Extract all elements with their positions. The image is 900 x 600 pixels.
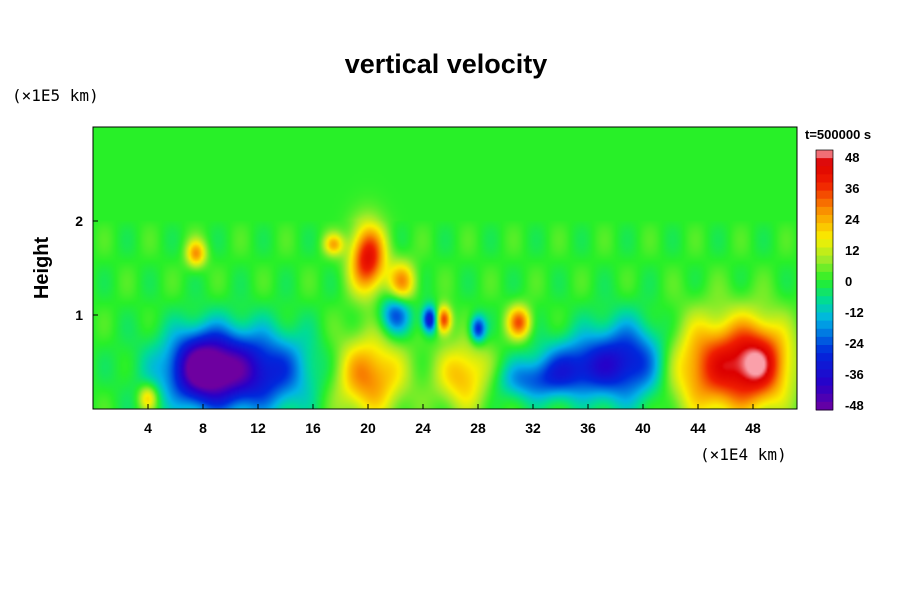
heatmap-image: [93, 127, 797, 409]
time-label: t=500000 s: [805, 127, 871, 142]
plot-frame: [92, 126, 798, 410]
y-tick-label: 2: [75, 213, 83, 229]
x-tick-label: 48: [745, 420, 761, 436]
colorbar-band: [816, 271, 833, 281]
chart-title: vertical velocity: [345, 49, 548, 79]
colorbar-band: [816, 336, 833, 346]
colorbar-band: [816, 215, 833, 224]
x-tick-label: 4: [144, 420, 152, 436]
colorbar-band: [816, 353, 833, 362]
colorbar-band: [816, 190, 833, 200]
x-tick-label: 32: [525, 420, 541, 436]
x-tick-label: 16: [305, 420, 321, 436]
colorbar-label: 0: [845, 274, 852, 289]
colorbar-band: [816, 320, 833, 330]
colorbar-band: [816, 239, 833, 248]
colorbar-band: [816, 263, 833, 273]
x-tick-label: 44: [690, 420, 706, 436]
y-axis-ticks: 12: [75, 213, 98, 323]
colorbar-band: [816, 247, 833, 257]
colorbar-label: 24: [845, 212, 860, 227]
colorbar-label: 12: [845, 243, 859, 258]
colorbar-band: [816, 166, 833, 175]
x-tick-label: 8: [199, 420, 207, 436]
colorbar-frame: [815, 149, 834, 411]
plot-area: [92, 126, 798, 410]
x-tick-label: 12: [250, 420, 266, 436]
colorbar-band: [816, 377, 833, 387]
colorbar-label: 48: [845, 150, 859, 165]
colorbar-label: -48: [845, 398, 864, 413]
x-tick-label: 24: [415, 420, 431, 436]
x-tick-label: 40: [635, 420, 651, 436]
x-axis-unit: (×1E4 km): [700, 445, 787, 464]
x-tick-label: 36: [580, 420, 596, 436]
colorbar-band: [816, 223, 833, 232]
x-tick-label: 20: [360, 420, 376, 436]
colorbar-band: [816, 174, 833, 183]
colorbar-band: [816, 328, 833, 338]
colorbar-band: [816, 312, 833, 322]
colorbar-band: [816, 158, 833, 167]
colorbar-label: -12: [845, 305, 864, 320]
colorbar-band: [816, 401, 833, 411]
colorbar-band: [816, 206, 833, 216]
colorbar-band: [816, 361, 833, 370]
x-axis-ticks: 4 8 12 16 20 24 28 32 36 40 44 48: [144, 404, 761, 436]
colorbar-band: [816, 231, 833, 240]
colorbar: 48 36 24 12 0 -12 -24 -36 -48: [815, 149, 865, 413]
colorbar-label: -24: [845, 336, 865, 351]
colorbar-band: [816, 280, 833, 289]
colorbar-label: -36: [845, 367, 864, 382]
colorbar-band: [816, 385, 833, 395]
y-axis-label: Height: [31, 237, 53, 300]
colorbar-band: [816, 369, 833, 378]
colorbar-band: [816, 288, 833, 297]
colorbar-band: [816, 255, 833, 265]
x-tick-label: 28: [470, 420, 486, 436]
colorbar-band: [816, 182, 833, 192]
colorbar-label: 36: [845, 181, 859, 196]
colorbar-band: [816, 345, 833, 354]
colorbar-band: [816, 393, 833, 403]
y-tick-label: 1: [75, 307, 83, 323]
colorbar-band: [816, 304, 833, 313]
y-axis-unit: (×1E5 km): [12, 86, 99, 105]
colorbar-band: [816, 198, 833, 208]
colorbar-band: [816, 150, 833, 159]
colorbar-band: [816, 296, 833, 305]
